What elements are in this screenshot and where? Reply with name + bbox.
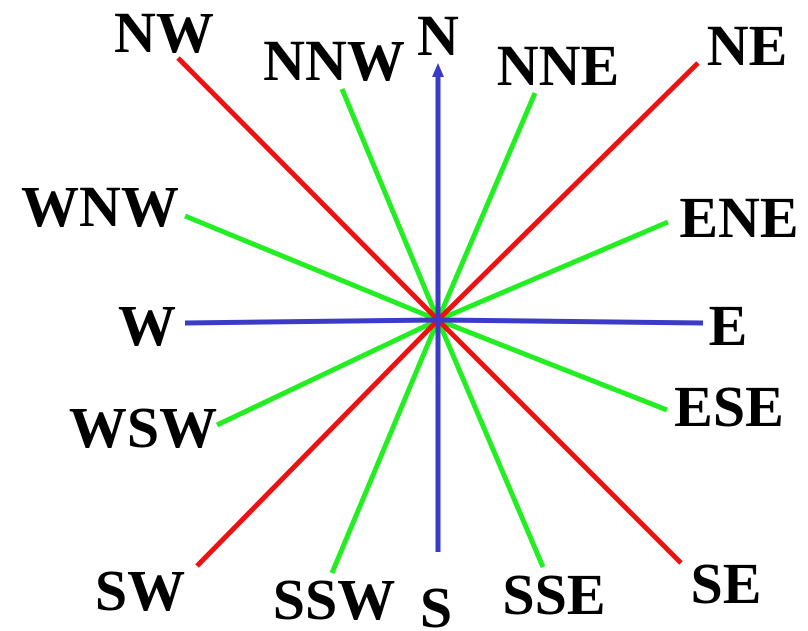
label-e: E (709, 293, 748, 358)
ray-nne (435, 92, 538, 321)
ray-w (184, 317, 439, 326)
ray-ene (437, 219, 669, 323)
label-w: W (118, 293, 176, 358)
label-ssw: SSW (273, 567, 396, 631)
label-ese: ESE (674, 374, 784, 439)
compass-rays (176, 56, 704, 574)
ray-se (436, 318, 683, 565)
label-ne: NE (707, 13, 788, 78)
label-wsw: WSW (69, 395, 217, 460)
ray-wsw (215, 317, 440, 428)
label-sse: SSE (502, 562, 605, 627)
ray-sse (435, 319, 546, 568)
ray-nw (176, 56, 440, 322)
ray-wnw (184, 213, 439, 323)
label-nne: NNE (497, 33, 619, 98)
label-wnw: WNW (21, 174, 179, 239)
label-n: N (417, 3, 459, 68)
ray-sw (195, 318, 440, 568)
ray-nnw (339, 88, 441, 321)
label-sw: SW (95, 558, 185, 623)
north-arrowhead (432, 63, 444, 77)
label-nnw: NNW (263, 28, 405, 93)
ray-e (437, 317, 704, 326)
ray-ese (437, 317, 668, 413)
ray-ne (436, 61, 700, 322)
label-s: S (420, 575, 452, 631)
ray-ssw (329, 319, 441, 574)
label-se: SE (691, 551, 762, 616)
label-nw: NW (114, 0, 214, 65)
label-ene: ENE (679, 185, 798, 250)
